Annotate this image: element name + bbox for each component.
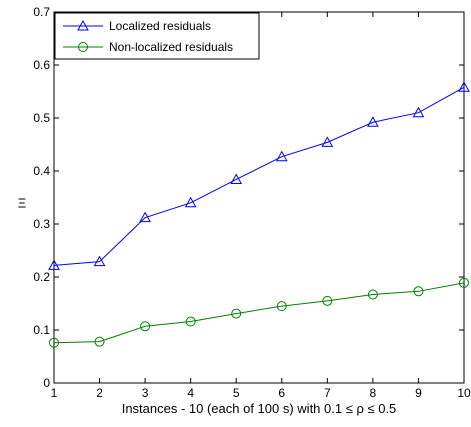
- legend-marker-triangle: [77, 19, 89, 31]
- legend-marker-circle: [78, 42, 88, 52]
- y-axis-label: Ξ: [18, 196, 26, 211]
- x-tick-label: 5: [233, 386, 240, 400]
- data-point-triangle: [367, 116, 379, 127]
- legend-box: [54, 12, 260, 60]
- data-point-circle: [185, 316, 196, 327]
- data-point-triangle: [93, 255, 106, 267]
- x-axis-label: Instances - 10 (each of 100 s) with 0.1 …: [122, 401, 397, 416]
- series-line-1: [53, 282, 465, 344]
- x-tick-label: 2: [96, 386, 103, 400]
- series-line-0: [53, 86, 465, 266]
- x-tick-label: 9: [415, 386, 422, 400]
- data-point-triangle: [275, 150, 288, 162]
- data-point-circle: [49, 337, 59, 348]
- data-point-circle: [276, 301, 287, 312]
- x-tick-label: 7: [324, 386, 331, 400]
- x-tick-label: 4: [187, 386, 194, 400]
- legend: Localized residuals Non-localized residu…: [54, 12, 260, 60]
- y-tick-label: 0: [43, 376, 50, 390]
- data-point-circle: [459, 277, 469, 288]
- series-layer: [48, 81, 470, 348]
- x-tick-label: 10: [457, 386, 471, 400]
- data-point-circle: [94, 336, 105, 347]
- x-tick-label: 8: [370, 386, 377, 400]
- data-point-circle: [231, 308, 242, 319]
- data-point-triangle: [139, 211, 151, 223]
- x-tick-label: 1: [51, 386, 58, 400]
- x-tick-label: 6: [278, 386, 285, 400]
- data-point-circle: [322, 295, 333, 306]
- y-tick-label: 0.4: [33, 164, 50, 178]
- x-tick-label: 3: [142, 386, 149, 400]
- y-tick-label: 0.7: [33, 5, 50, 19]
- y-tick-label: 0.2: [33, 270, 50, 284]
- y-tick-label: 0.6: [33, 58, 50, 72]
- y-axis-ticks: 0 0.1 0.2 0.3 0.4 0.5 0.6 0.7: [33, 5, 464, 390]
- data-point-circle: [413, 286, 424, 297]
- plot-area: [53, 11, 465, 384]
- data-point-triangle: [458, 81, 470, 92]
- y-tick-label: 0.3: [33, 217, 50, 231]
- data-point-circle: [140, 321, 151, 332]
- data-point-circle: [367, 289, 378, 300]
- legend-entry-localized: Localized residuals: [109, 19, 211, 33]
- data-point-triangle: [230, 173, 243, 184]
- data-point-triangle: [184, 196, 197, 208]
- y-tick-label: 0.5: [33, 111, 50, 125]
- y-tick-label: 0.1: [33, 323, 50, 337]
- data-point-triangle: [48, 259, 60, 270]
- data-point-triangle: [412, 106, 425, 118]
- legend-entry-non-localized: Non-localized residuals: [109, 40, 233, 54]
- data-point-triangle: [321, 136, 334, 147]
